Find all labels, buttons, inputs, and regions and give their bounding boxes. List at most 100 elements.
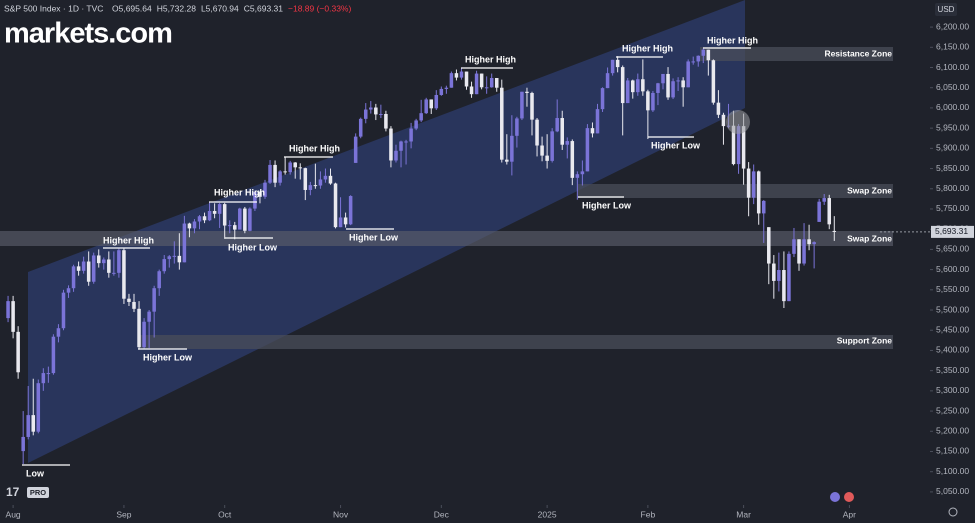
candle-body [540,145,544,156]
candle-body [641,79,645,92]
candle-body [46,373,51,375]
candle-body [545,155,549,161]
candle-body [570,141,575,178]
candle-body [696,55,701,62]
ohlc-readout: O5,695.64 H5,732.28 L5,670.94 C5,693.31 −18.… [112,3,351,13]
y-tick-label: 5,400.00 [936,345,969,355]
candle-body [263,182,267,197]
y-tick-label: 5,250.00 [936,405,969,415]
candle-body [222,204,227,226]
brand-logo: markets.com [4,18,172,50]
candle-body [308,185,313,190]
candle-body [11,301,15,332]
candle-body [258,191,262,197]
candle-body [515,118,519,136]
candle-body [681,80,685,88]
candle-body [389,128,393,161]
zone-label: Swap Zone [847,233,892,243]
y-tick-label: 5,950.00 [936,122,969,132]
candle-body [369,107,373,110]
y-tick-label: 5,100.00 [936,466,969,476]
price-axis [930,0,975,523]
candle-body [338,217,343,228]
y-tick-label: 5,750.00 [936,203,969,213]
annotation: Higher High [103,235,154,245]
x-tick-label: Nov [333,509,349,519]
candle-body [746,168,751,198]
candle-body [358,118,363,137]
support-zone [140,335,893,349]
candle-body [96,255,101,264]
candle-body [197,216,202,222]
candle-body [107,259,111,273]
candle-body [127,298,131,302]
settings-icon [948,507,958,517]
candle-body [419,113,423,121]
x-tick-label: Feb [641,509,656,519]
event-icon [830,492,840,502]
y-tick-label: 5,050.00 [936,486,969,496]
y-tick-label: 5,600.00 [936,264,969,274]
candle-body [585,128,590,172]
candle-body [827,198,832,225]
candle-body [288,162,292,173]
candle-body [530,92,534,120]
candle-body [333,183,338,228]
candle-body [147,311,151,322]
y-tick-label: 6,100.00 [936,62,969,72]
candle-body [157,271,161,289]
candle-body [217,204,222,214]
candle-body [323,175,328,180]
candle-body [464,71,469,87]
x-tick-label: Apr [843,509,856,519]
candle-body [172,255,177,257]
candle-body [122,250,126,299]
candle-body [787,253,791,302]
candle-body [646,91,650,111]
candle-body [756,171,761,214]
candle-body [409,128,413,142]
candle-body [353,136,358,163]
candle-body [112,272,116,274]
candle-body [21,436,25,452]
readout-value: O5,695.64 [112,3,152,13]
candle-body [318,179,323,186]
candle-body [494,78,499,88]
resistance-zone [700,47,893,61]
candle-body [399,141,403,151]
swap-zone [0,231,893,246]
annotation: Higher Low [582,200,632,210]
y-tick-label: 5,450.00 [936,324,969,334]
candle-body [76,266,81,271]
candle-body [807,239,811,245]
candle-body [202,216,207,221]
y-tick-label: 6,150.00 [936,42,969,52]
candle-body [772,263,776,281]
y-tick-label: 5,650.00 [936,244,969,254]
candle-body [86,261,91,282]
candle-body [630,80,635,93]
annotations: Low Higher Low Higher High Higher Low Higher… [22,35,892,478]
candle-body [721,114,726,127]
candle-body [268,164,272,183]
annotation: Higher High [707,35,758,45]
candle-body [761,200,766,214]
candle-body [278,171,282,183]
candle-body [51,336,56,374]
candle-body [298,167,303,169]
candle-body [162,259,166,272]
candle-body [454,73,459,78]
symbol: S&P 500 Index · 1D · TVC [4,3,103,13]
candle-body [91,255,96,282]
last-price-label: 5,693.31 [935,226,968,236]
candle-body [81,261,86,271]
tv-logo: 17 [6,485,20,499]
y-tick-label: 5,850.00 [936,163,969,173]
candle-body [227,225,232,227]
candle-body [26,415,30,437]
annotation: Higher High [465,54,516,64]
y-tick-label: 5,550.00 [936,284,969,294]
candle-body [812,242,816,245]
candle-body [520,91,524,119]
